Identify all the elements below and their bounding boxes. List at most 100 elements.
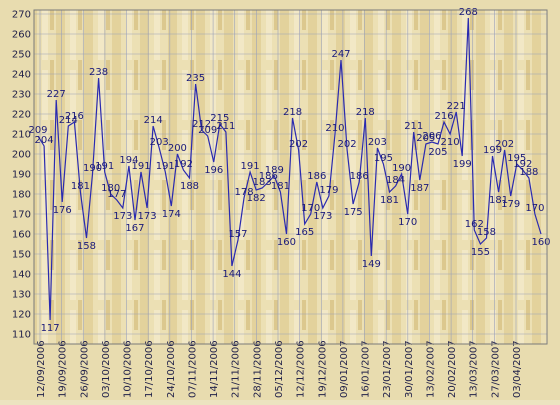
data-label: 218 <box>283 107 302 118</box>
data-label: 186 <box>259 171 278 182</box>
x-tick-label: 05/12/2006 <box>274 340 285 398</box>
data-label: 209 <box>28 125 47 136</box>
data-label: 216 <box>65 111 84 122</box>
y-tick-label: 130 <box>12 290 31 301</box>
y-tick-label: 260 <box>12 30 31 41</box>
data-label: 238 <box>89 67 108 78</box>
data-label: 194 <box>119 155 138 166</box>
data-label: 186 <box>350 171 369 182</box>
data-label: 186 <box>307 171 326 182</box>
data-label: 162 <box>465 219 484 230</box>
x-tick-label: 03/10/2006 <box>101 340 112 398</box>
gridlines <box>34 10 547 344</box>
data-label: 181 <box>380 195 399 206</box>
data-label: 155 <box>471 247 490 258</box>
y-tick-label: 220 <box>12 110 31 121</box>
data-label: 206 <box>422 131 441 142</box>
y-tick-label: 230 <box>12 90 31 101</box>
y-tick-label: 190 <box>12 170 31 181</box>
data-label: 210 <box>325 123 344 134</box>
x-tick-label: 23/01/2007 <box>382 340 393 398</box>
y-tick-label: 180 <box>12 190 31 201</box>
x-tick-label: 19/12/2006 <box>317 340 328 398</box>
data-label: 221 <box>447 101 466 112</box>
data-label: 180 <box>101 183 120 194</box>
data-label: 191 <box>131 161 150 172</box>
x-tick-label: 28/11/2006 <box>252 340 263 398</box>
data-label: 173 <box>138 211 157 222</box>
data-label: 205 <box>416 133 435 144</box>
data-label: 268 <box>459 7 478 18</box>
data-label: 189 <box>265 165 284 176</box>
y-tick-label: 200 <box>12 150 31 161</box>
data-label: 205 <box>428 147 447 158</box>
series-line <box>37 17 542 321</box>
x-axis-ticks: 12/09/2006 19/09/2006 26/09/2006 03/10/2006… <box>36 340 523 398</box>
data-label: 173 <box>313 211 332 222</box>
data-label: 181 <box>489 195 508 206</box>
plot-background <box>34 10 547 344</box>
data-label: 203 <box>368 137 387 148</box>
data-label: 191 <box>156 161 175 172</box>
data-label: 247 <box>331 49 350 60</box>
data-label: 214 <box>59 115 78 126</box>
data-label: 170 <box>525 203 544 214</box>
x-tick-label: 17/10/2006 <box>144 340 155 398</box>
x-tick-label: 14/11/2006 <box>209 340 220 398</box>
data-label: 181 <box>271 181 290 192</box>
data-label: 212 <box>192 119 211 130</box>
x-tick-label: 26/09/2006 <box>79 340 90 398</box>
y-axis-ticks: 110 120 130 140 150 160 170 180 190 200 210 220 230 2… <box>12 10 31 341</box>
data-label: 160 <box>531 237 550 248</box>
x-tick-label: 27/03/2007 <box>490 340 501 398</box>
data-label: 165 <box>295 227 314 238</box>
y-tick-label: 140 <box>12 270 31 281</box>
data-labels: 2092041172271762142161811581902381911801… <box>28 7 550 334</box>
x-tick-label: 10/10/2006 <box>123 340 134 398</box>
data-label: 211 <box>216 121 235 132</box>
x-tick-label: 12/12/2006 <box>296 340 307 398</box>
data-label: 174 <box>162 209 181 220</box>
data-label: 178 <box>235 187 254 198</box>
data-label: 190 <box>83 163 102 174</box>
data-label: 215 <box>210 113 229 124</box>
data-label: 183 <box>253 177 272 188</box>
y-tick-label: 170 <box>12 210 31 221</box>
data-label: 175 <box>344 207 363 218</box>
data-label: 227 <box>47 89 66 100</box>
data-label: 144 <box>222 269 241 280</box>
data-label: 202 <box>338 139 357 150</box>
data-label: 199 <box>483 145 502 156</box>
plot-frame <box>33 9 548 345</box>
y-tick-label: 150 <box>12 250 31 261</box>
data-label: 158 <box>77 241 96 252</box>
data-label: 179 <box>319 185 338 196</box>
data-label: 200 <box>168 143 187 154</box>
x-tick-label: 12/09/2006 <box>36 340 47 398</box>
x-tick-label: 20/02/2007 <box>447 340 458 398</box>
data-label: 204 <box>35 135 54 146</box>
data-label: 196 <box>204 165 223 176</box>
x-tick-label: 30/01/2007 <box>404 340 415 398</box>
data-label: 188 <box>180 181 199 192</box>
data-label: 179 <box>501 199 520 210</box>
data-label: 176 <box>53 205 72 216</box>
y-tick-label: 160 <box>12 230 31 241</box>
x-tick-label: 19/09/2006 <box>58 340 69 398</box>
y-tick-label: 240 <box>12 70 31 81</box>
data-label: 209 <box>198 125 217 136</box>
data-label: 211 <box>404 121 423 132</box>
data-label: 188 <box>519 167 538 178</box>
data-label: 177 <box>107 189 126 200</box>
data-label: 190 <box>392 163 411 174</box>
y-tick-label: 270 <box>12 10 31 21</box>
data-label: 199 <box>453 159 472 170</box>
x-tick-label: 16/01/2007 <box>361 340 372 398</box>
data-label: 192 <box>174 159 193 170</box>
x-tick-label: 13/03/2007 <box>469 340 480 398</box>
data-label: 214 <box>144 115 163 126</box>
data-label: 210 <box>441 137 460 148</box>
x-tick-label: 07/11/2006 <box>187 340 198 398</box>
data-label: 149 <box>362 259 381 270</box>
